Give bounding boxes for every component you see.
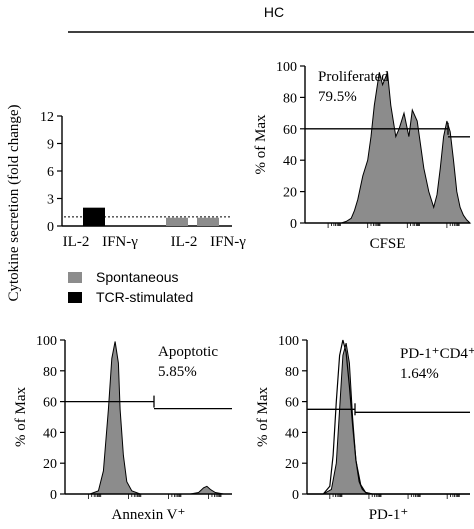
y-axis-label: Cytokine secretion (fold change) [6, 104, 22, 301]
annotation-text: Proliferated [318, 69, 389, 85]
legend-swatch [68, 292, 82, 303]
histogram-area [65, 341, 232, 495]
y-tick-label: 60 [43, 396, 57, 411]
y-tick-label: 80 [283, 91, 297, 106]
histogram-area [305, 72, 472, 224]
bar-chart: 0 3 6 9 12 Cytokine secretion (fold change) IL… [6, 104, 246, 305]
legend-swatch [68, 272, 82, 283]
y-tick-label: 40 [285, 426, 299, 441]
header-title: HC [264, 4, 284, 20]
y-tick-label: 3 [47, 193, 54, 208]
bar [166, 217, 188, 226]
x-tick-label: IFN-γ [102, 234, 138, 250]
y-tick-label: 0 [292, 488, 299, 503]
x-axis-label: CFSE [370, 236, 406, 252]
y-tick-label: 40 [43, 426, 57, 441]
y-axis-label: % of Max [255, 387, 271, 447]
annotation-text: PD-1⁺CD4⁺ [400, 346, 474, 362]
x-tick-label: IL-2 [171, 234, 198, 250]
y-tick-label: 9 [47, 138, 54, 153]
y-tick-label: 40 [283, 154, 297, 169]
x-tick-label: IL-2 [63, 234, 90, 250]
y-tick-label: 20 [283, 186, 297, 201]
y-tick-label: 12 [40, 110, 54, 125]
x-axis-label: Annexin V⁺ [112, 507, 186, 523]
bar [83, 207, 105, 226]
annotation-text: Apoptotic [158, 344, 218, 360]
y-axis-label: % of Max [253, 114, 269, 174]
y-tick-label: 100 [278, 334, 299, 349]
histogram-overlay [307, 339, 470, 495]
histogram-cfse: 0 20 40 60 80 100 % of Max CFSE Proliferated 79.5… [253, 60, 472, 252]
legend-label: TCR-stimulated [96, 289, 193, 305]
y-tick-label: 0 [47, 220, 54, 235]
annotation-text: 5.85% [158, 364, 197, 380]
y-tick-label: 60 [285, 396, 299, 411]
y-tick-label: 60 [283, 123, 297, 138]
y-tick-label: 80 [43, 365, 57, 380]
y-tick-label: 100 [276, 60, 297, 75]
annotation-text: 79.5% [318, 89, 357, 105]
x-tick-label: IFN-γ [210, 234, 246, 250]
y-axis-label: % of Max [13, 387, 29, 447]
legend-label: Spontaneous [96, 269, 179, 285]
y-tick-label: 80 [285, 365, 299, 380]
y-tick-label: 100 [36, 334, 57, 349]
x-axis-label: PD-1⁺ [369, 507, 409, 523]
histogram-annexin: 0 20 40 60 80 100 % of Max Annexin V⁺ Apoptotic 5… [13, 334, 232, 523]
y-tick-label: 20 [43, 457, 57, 472]
y-tick-label: 0 [50, 488, 57, 503]
y-tick-label: 6 [47, 165, 54, 180]
y-tick-label: 20 [285, 457, 299, 472]
histogram-pd1: 0 20 40 60 80 100 % of Max PD-1⁺ PD-1⁺CD4⁺ 1.64% [255, 334, 474, 523]
annotation-text: 1.64% [400, 366, 439, 382]
y-tick-label: 0 [290, 217, 297, 232]
bar [197, 217, 219, 226]
